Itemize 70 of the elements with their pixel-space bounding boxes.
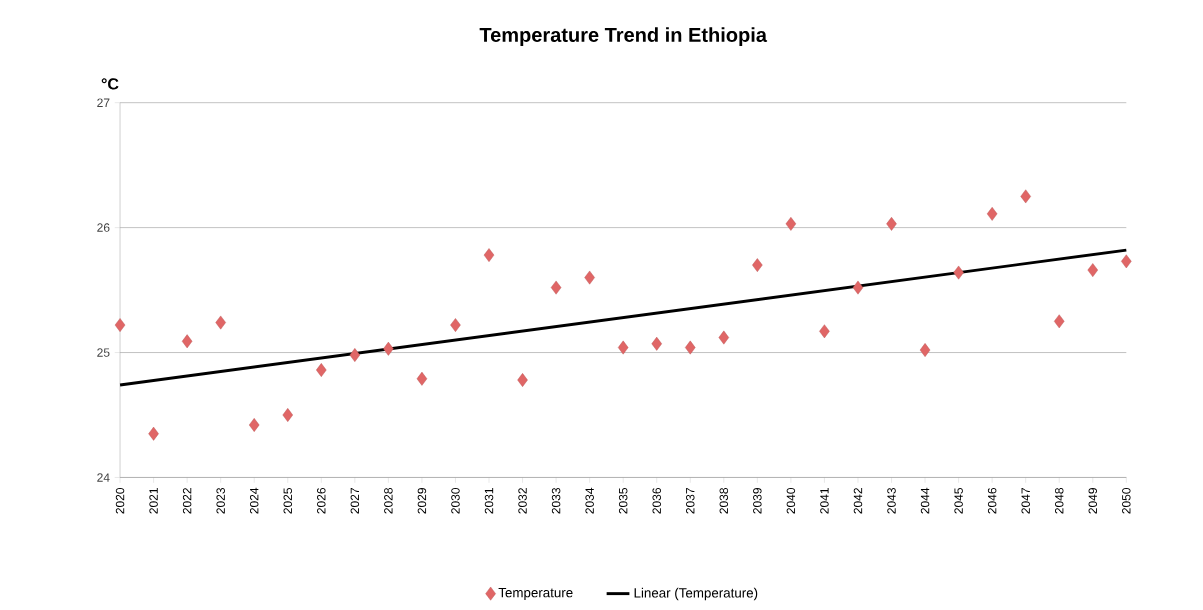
point: [886, 216, 897, 231]
point: [550, 280, 562, 295]
point: [316, 363, 327, 377]
point: [651, 336, 662, 351]
x-tick-label: 2029: [417, 488, 427, 514]
point: [349, 348, 361, 362]
y-tick-label: 27: [97, 98, 110, 107]
point: [282, 408, 293, 422]
point: [383, 341, 394, 356]
x-tick-label: 2027: [350, 488, 360, 514]
point: [181, 334, 193, 349]
point: [685, 340, 696, 355]
x-tick-label: 2026: [317, 487, 326, 514]
y-tick-label: 24: [97, 473, 110, 482]
point: [1020, 189, 1031, 204]
y-axis-title: °C: [101, 78, 119, 90]
x-tick-label: 2024: [249, 487, 259, 514]
point: [986, 206, 998, 221]
x-tick-label: 2033: [551, 487, 561, 514]
point: [483, 248, 495, 262]
x-tick-label: 2049: [1088, 488, 1098, 514]
x-tick-label: 2032: [518, 488, 527, 514]
point: [584, 270, 595, 285]
point: [148, 426, 159, 441]
x-tick-label: 2028: [384, 487, 393, 514]
point: [919, 343, 931, 357]
point: [752, 258, 763, 272]
x-tick-label: 2045: [954, 487, 963, 514]
point: [450, 318, 461, 332]
x-tick-label: 2050: [1122, 487, 1131, 514]
x-tick-label: 2042: [853, 488, 863, 514]
legend-label: Temperature: [498, 587, 573, 600]
x-tick-label: 2025: [283, 487, 293, 514]
point: [718, 330, 730, 345]
point: [114, 318, 126, 332]
point: [416, 371, 428, 386]
legend-label: Linear (Temperature): [634, 587, 758, 601]
point: [249, 418, 260, 432]
x-tick-label: 2038: [719, 487, 729, 514]
x-tick-label: 2044: [920, 487, 930, 514]
x-tick-label: 2047: [1021, 488, 1030, 514]
x-tick-label: 2037: [686, 488, 695, 514]
x-tick-label: 2034: [585, 487, 594, 514]
x-tick-label: 2036: [652, 487, 661, 514]
y-tick-label: 26: [97, 223, 110, 232]
x-tick-label: 2035: [618, 487, 628, 514]
x-tick-label: 2048: [1054, 487, 1064, 514]
point: [819, 324, 830, 339]
point: [1121, 254, 1132, 269]
point: [953, 265, 964, 280]
x-tick-label: 2043: [887, 487, 896, 514]
point: [517, 373, 528, 387]
x-tick-label: 2023: [216, 487, 225, 514]
x-tick-label: 2021: [149, 488, 158, 514]
point: [1087, 263, 1098, 277]
x-tick-label: 2039: [753, 488, 762, 514]
point: [785, 216, 797, 231]
point: [1054, 314, 1065, 329]
x-tick-label: 2041: [820, 488, 829, 514]
x-tick-label: 2046: [987, 487, 997, 514]
chart-title: Temperature Trend in Ethiopia: [479, 27, 768, 46]
x-tick-label: 2022: [182, 488, 192, 514]
point: [617, 340, 629, 355]
point: [215, 315, 226, 330]
point: [852, 280, 864, 295]
x-tick-label: 2020: [115, 487, 125, 514]
x-tick-label: 2040: [786, 487, 796, 514]
y-tick-label: 25: [97, 348, 110, 357]
x-tick-label: 2030: [451, 487, 460, 514]
x-tick-label: 2031: [484, 488, 494, 514]
